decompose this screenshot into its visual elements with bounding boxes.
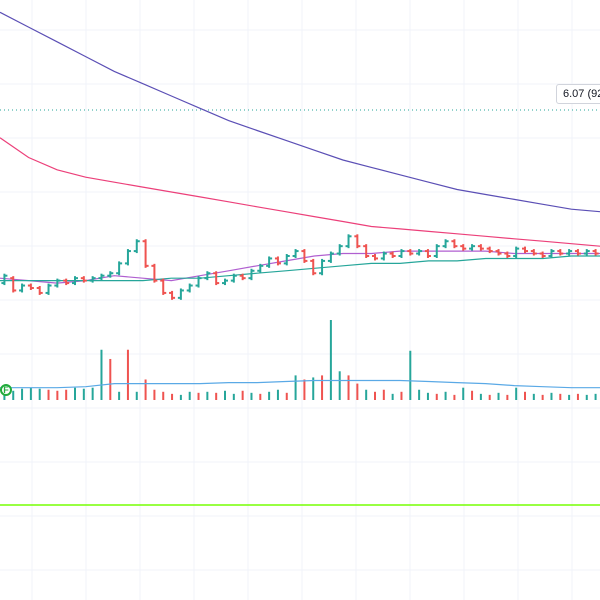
volume-bar bbox=[559, 393, 562, 400]
volume-bar bbox=[329, 320, 332, 400]
volume-bar bbox=[118, 391, 121, 400]
price-label: 6.07 (92 bbox=[556, 84, 600, 104]
volume-bar bbox=[382, 389, 385, 400]
volume-bar bbox=[224, 390, 226, 400]
ma-slow-line bbox=[0, 11, 600, 213]
volume-bar bbox=[312, 377, 315, 400]
volume-bar bbox=[250, 392, 253, 400]
volume-bar bbox=[532, 393, 535, 400]
volume-bar bbox=[374, 391, 376, 400]
volume-bar bbox=[268, 391, 271, 400]
volume-bar bbox=[303, 379, 306, 400]
volume-bar bbox=[594, 393, 597, 400]
volume-bar bbox=[47, 389, 50, 400]
volume-bar bbox=[144, 379, 147, 400]
volume-bar bbox=[506, 394, 509, 400]
volume-bar bbox=[215, 392, 218, 400]
volume-bar bbox=[479, 393, 482, 400]
volume-bar bbox=[197, 392, 200, 400]
volume-bar bbox=[294, 375, 297, 400]
volume-bar bbox=[426, 392, 429, 400]
volume-bar bbox=[162, 391, 165, 400]
volume-bar bbox=[74, 387, 76, 400]
volume-bar bbox=[347, 375, 350, 400]
volume-bar bbox=[576, 393, 579, 400]
volume-bar bbox=[400, 391, 403, 400]
ma-mid-line bbox=[0, 137, 600, 247]
volume-bar bbox=[391, 393, 394, 400]
volume-bar bbox=[418, 389, 421, 400]
volume-bar bbox=[285, 392, 288, 400]
volume-bar bbox=[515, 387, 518, 400]
volume-bar bbox=[12, 390, 15, 400]
volume-bar bbox=[188, 391, 191, 400]
volume-bar bbox=[109, 358, 112, 400]
volume-bar bbox=[171, 393, 174, 400]
volume-bar bbox=[321, 375, 324, 400]
volume-bar bbox=[471, 390, 474, 400]
volume-bar bbox=[338, 371, 341, 400]
volume-bar bbox=[585, 394, 588, 400]
volume-bar bbox=[29, 387, 32, 400]
volume-bar bbox=[100, 349, 103, 400]
volume-bar bbox=[356, 383, 359, 400]
event-flag-icon[interactable]: F bbox=[0, 384, 12, 396]
volume-bar bbox=[488, 394, 491, 400]
volume-bar bbox=[550, 392, 553, 400]
volume-bar bbox=[56, 390, 59, 400]
volume-bar bbox=[409, 350, 412, 400]
volume-bar bbox=[524, 391, 526, 400]
volume-average-line bbox=[0, 379, 600, 389]
volume-bar bbox=[453, 394, 456, 400]
volume-bar bbox=[497, 392, 500, 400]
volume-bar bbox=[153, 389, 156, 400]
volume-bar bbox=[179, 394, 182, 400]
volume-bar bbox=[568, 394, 571, 400]
volume-bar bbox=[232, 393, 235, 400]
volume-bar bbox=[206, 391, 209, 400]
volume-bar bbox=[126, 349, 129, 400]
volume-bar bbox=[21, 388, 24, 400]
volume-bar bbox=[91, 387, 94, 400]
volume-bar bbox=[435, 393, 438, 400]
ma-base-line bbox=[0, 255, 600, 282]
volume-bar bbox=[259, 393, 262, 400]
volume-bar bbox=[541, 394, 544, 400]
volume-bar bbox=[82, 388, 85, 400]
volume-bar bbox=[135, 391, 138, 400]
volume-bar bbox=[38, 388, 41, 400]
volume-bar bbox=[462, 387, 465, 400]
volume-bar bbox=[241, 390, 244, 400]
volume-bar bbox=[444, 391, 447, 400]
volume-bar bbox=[365, 389, 368, 400]
volume-bar bbox=[65, 389, 68, 400]
volume-bar bbox=[276, 389, 279, 400]
